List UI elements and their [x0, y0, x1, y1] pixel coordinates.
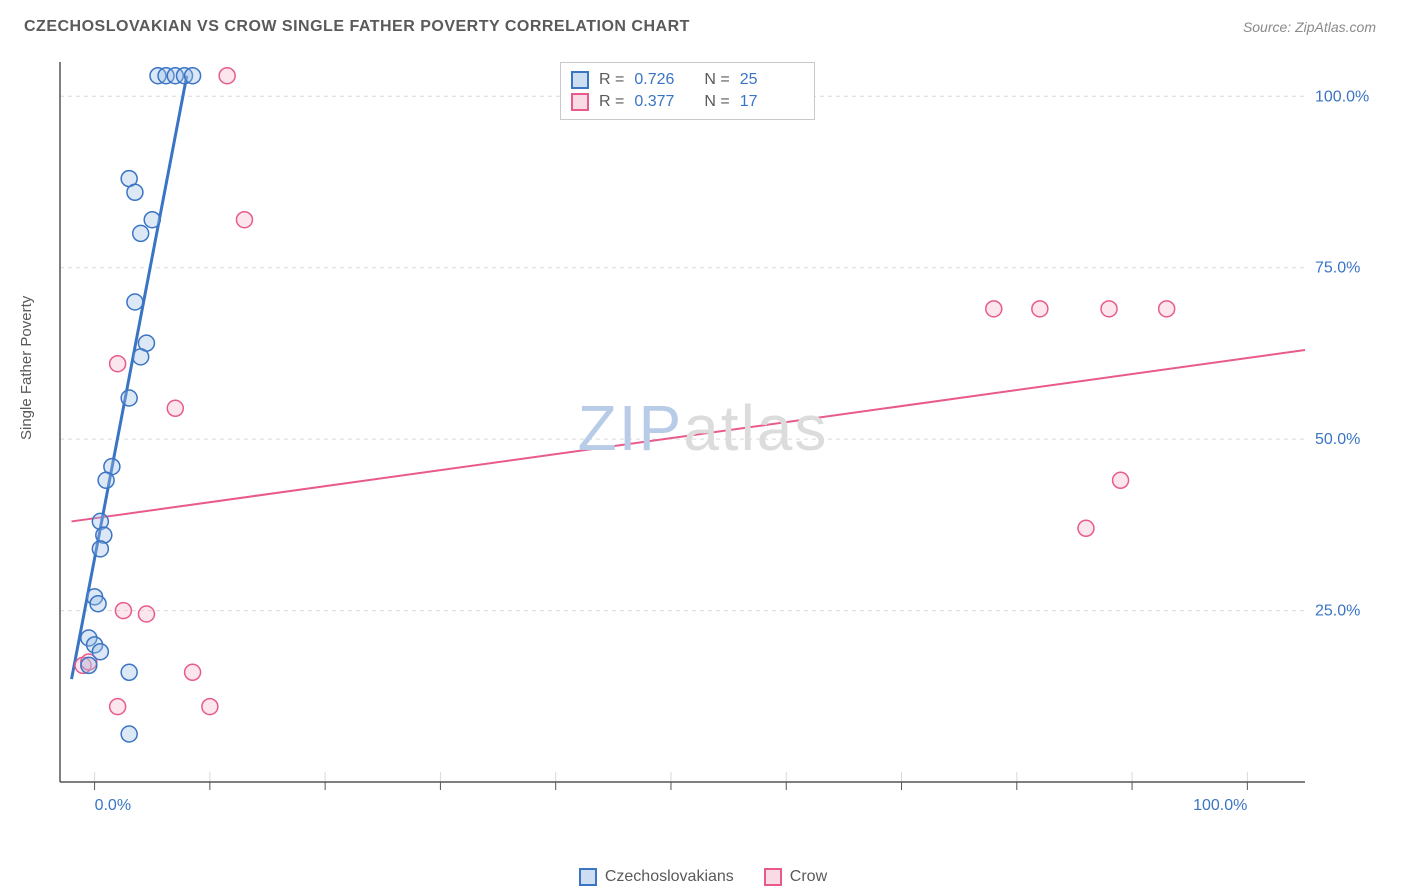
r-value-b: 0.377 — [634, 93, 694, 111]
svg-text:0.0%: 0.0% — [95, 797, 131, 814]
swatch-a-icon — [579, 868, 597, 886]
svg-text:100.0%: 100.0% — [1315, 88, 1369, 105]
legend-row-b: R = 0.377 N = 17 — [571, 91, 800, 113]
svg-text:75.0%: 75.0% — [1315, 260, 1360, 277]
r-label: R = — [599, 93, 624, 111]
series-b-name: Crow — [790, 868, 827, 886]
r-value-a: 0.726 — [634, 71, 694, 89]
chart-area: 25.0% 50.0% 75.0% 100.0% 0.0% 100.0% — [55, 62, 1375, 822]
scatter-plot: 25.0% 50.0% 75.0% 100.0% 0.0% 100.0% — [55, 62, 1375, 822]
source-label: Source: ZipAtlas.com — [1243, 19, 1376, 35]
n-value-a: 25 — [740, 71, 800, 89]
n-value-b: 17 — [740, 93, 800, 111]
svg-text:50.0%: 50.0% — [1315, 431, 1360, 448]
legend-item-b: Crow — [764, 868, 827, 886]
chart-title: CZECHOSLOVAKIAN VS CROW SINGLE FATHER PO… — [24, 18, 690, 36]
svg-text:100.0%: 100.0% — [1193, 797, 1247, 814]
legend-row-a: R = 0.726 N = 25 — [571, 69, 800, 91]
y-axis-label: Single Father Poverty — [18, 296, 35, 440]
series-a-name: Czechoslovakians — [605, 868, 734, 886]
swatch-a — [571, 71, 589, 89]
series-legend: Czechoslovakians Crow — [0, 868, 1406, 886]
legend-item-a: Czechoslovakians — [579, 868, 734, 886]
svg-text:25.0%: 25.0% — [1315, 603, 1360, 620]
n-label: N = — [704, 93, 729, 111]
correlation-legend: R = 0.726 N = 25 R = 0.377 N = 17 — [560, 62, 815, 120]
r-label: R = — [599, 71, 624, 89]
swatch-b-icon — [764, 868, 782, 886]
n-label: N = — [704, 71, 729, 89]
swatch-b — [571, 93, 589, 111]
